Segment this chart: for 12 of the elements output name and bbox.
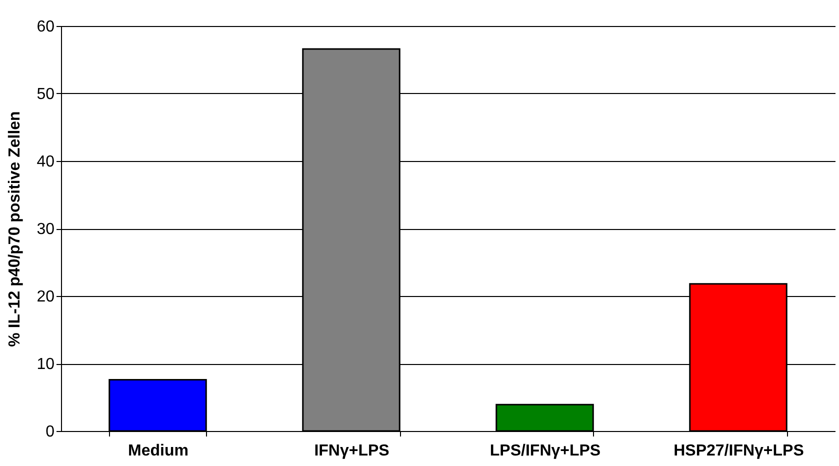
y-tick-label: 50	[36, 86, 55, 103]
y-tick-label: 20	[36, 288, 55, 306]
x-tick-label: IFNγ+LPS	[314, 442, 390, 460]
y-tick-label: 30	[36, 221, 55, 238]
y-axis-title: % IL-12 p40/p70 positive Zellen	[6, 111, 24, 347]
y-tick-label: 40	[36, 154, 55, 170]
x-tick-label: LPS/IFNγ+LPS	[490, 442, 601, 460]
y-tick-label: 0	[46, 424, 55, 440]
y-tick-label: 60	[36, 18, 55, 36]
y-tick-label: 10	[36, 356, 55, 373]
x-tick-label: HSP27/IFNγ+LPS	[674, 442, 804, 460]
x-tick-label: Medium	[128, 442, 188, 460]
